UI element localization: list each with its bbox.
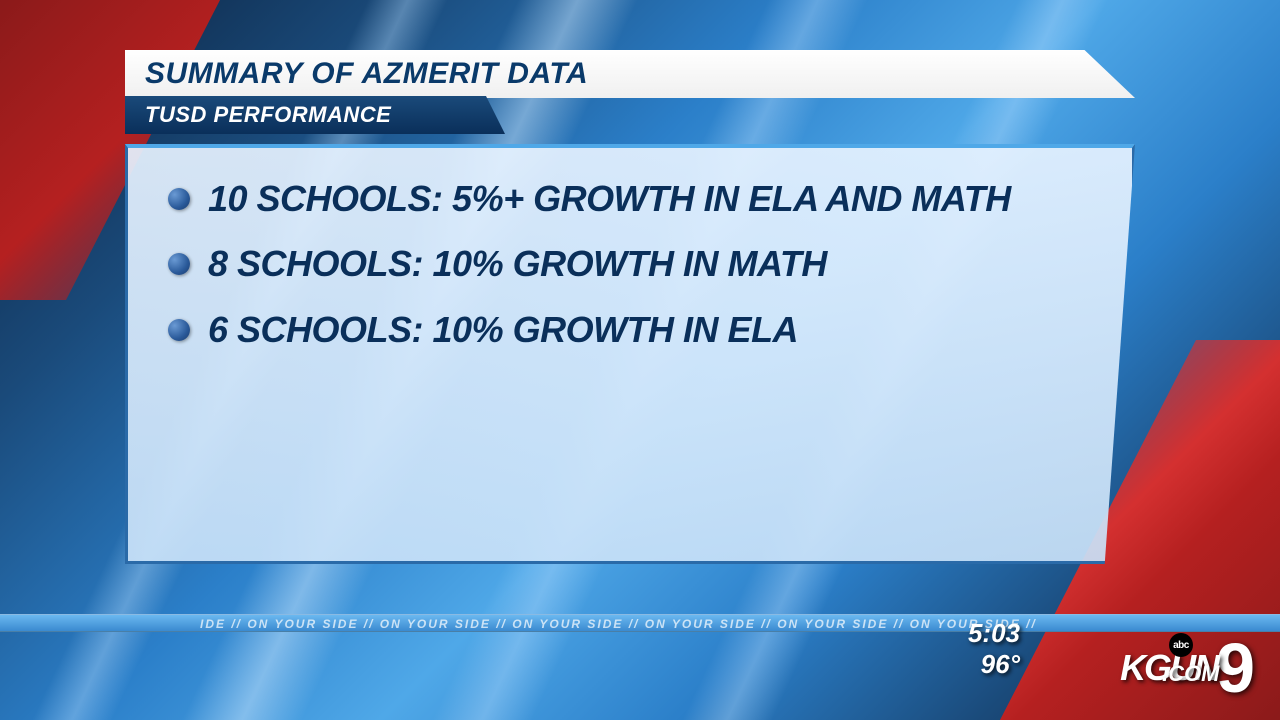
bullet-content-box: 10 SCHOOLS: 5%+ GROWTH IN ELA AND MATH 8… (125, 144, 1135, 564)
bullet-item: 8 SCHOOLS: 10% GROWTH IN MATH (168, 243, 1092, 284)
time-text: 5:03 (968, 618, 1020, 649)
title-bar: SUMMARY OF AZMERIT DATA (125, 50, 1135, 98)
content-panel: SUMMARY OF AZMERIT DATA TUSD PERFORMANCE… (125, 50, 1135, 570)
bullet-dot-icon (168, 319, 190, 341)
station-logo: KGUN .COM abc 9 (1035, 630, 1255, 705)
temperature-text: 96° (968, 649, 1020, 680)
time-temp-display: 5:03 96° (968, 618, 1020, 680)
bullet-dot-icon (168, 188, 190, 210)
subtitle-bar: TUSD PERFORMANCE (125, 96, 505, 134)
bullet-item: 6 SCHOOLS: 10% GROWTH IN ELA (168, 309, 1092, 350)
bullet-dot-icon (168, 253, 190, 275)
bullet-text: 10 SCHOOLS: 5%+ GROWTH IN ELA AND MATH (208, 178, 1011, 219)
bullet-item: 10 SCHOOLS: 5%+ GROWTH IN ELA AND MATH (168, 178, 1092, 219)
network-logo-icon: abc (1169, 633, 1193, 657)
subtitle-text: TUSD PERFORMANCE (145, 102, 391, 128)
bullet-text: 6 SCHOOLS: 10% GROWTH IN ELA (208, 309, 798, 350)
network-text: abc (1173, 640, 1189, 651)
ticker-text: IDE // ON YOUR SIDE // ON YOUR SIDE // O… (200, 617, 1037, 631)
bullet-text: 8 SCHOOLS: 10% GROWTH IN MATH (208, 243, 827, 284)
station-number: 9 (1216, 640, 1255, 696)
title-text: SUMMARY OF AZMERIT DATA (145, 57, 588, 91)
station-suffix: .COM (1162, 661, 1219, 687)
